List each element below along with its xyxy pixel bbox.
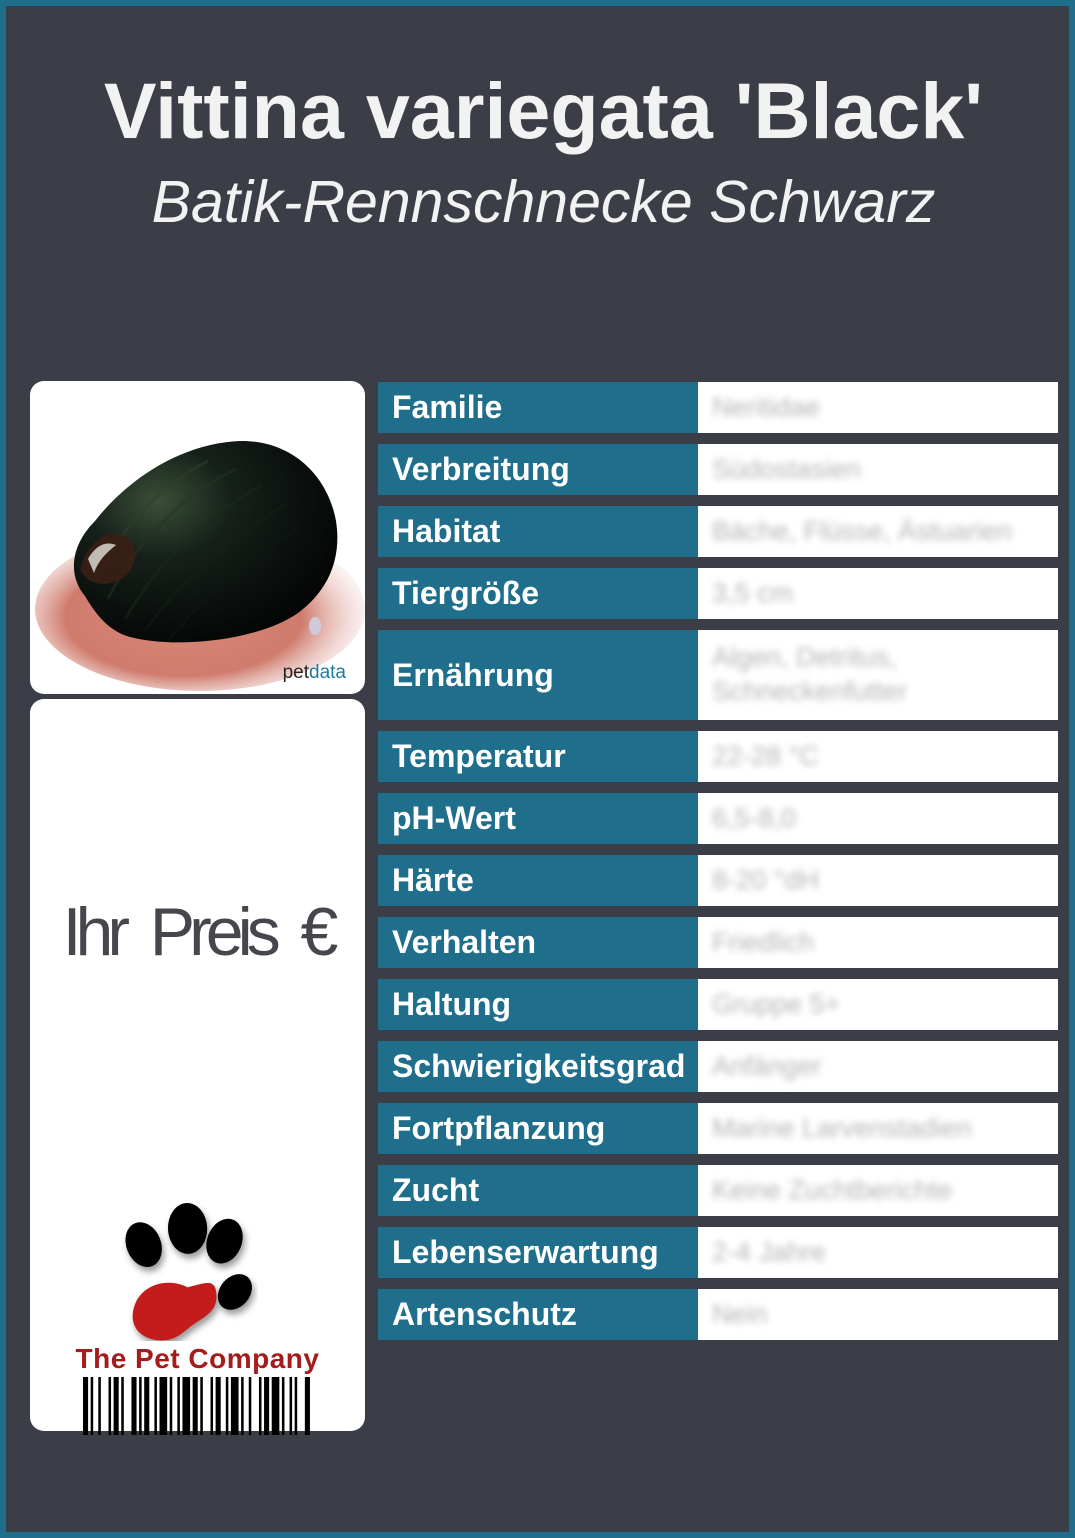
svg-text:petdata: petdata: [283, 662, 347, 683]
